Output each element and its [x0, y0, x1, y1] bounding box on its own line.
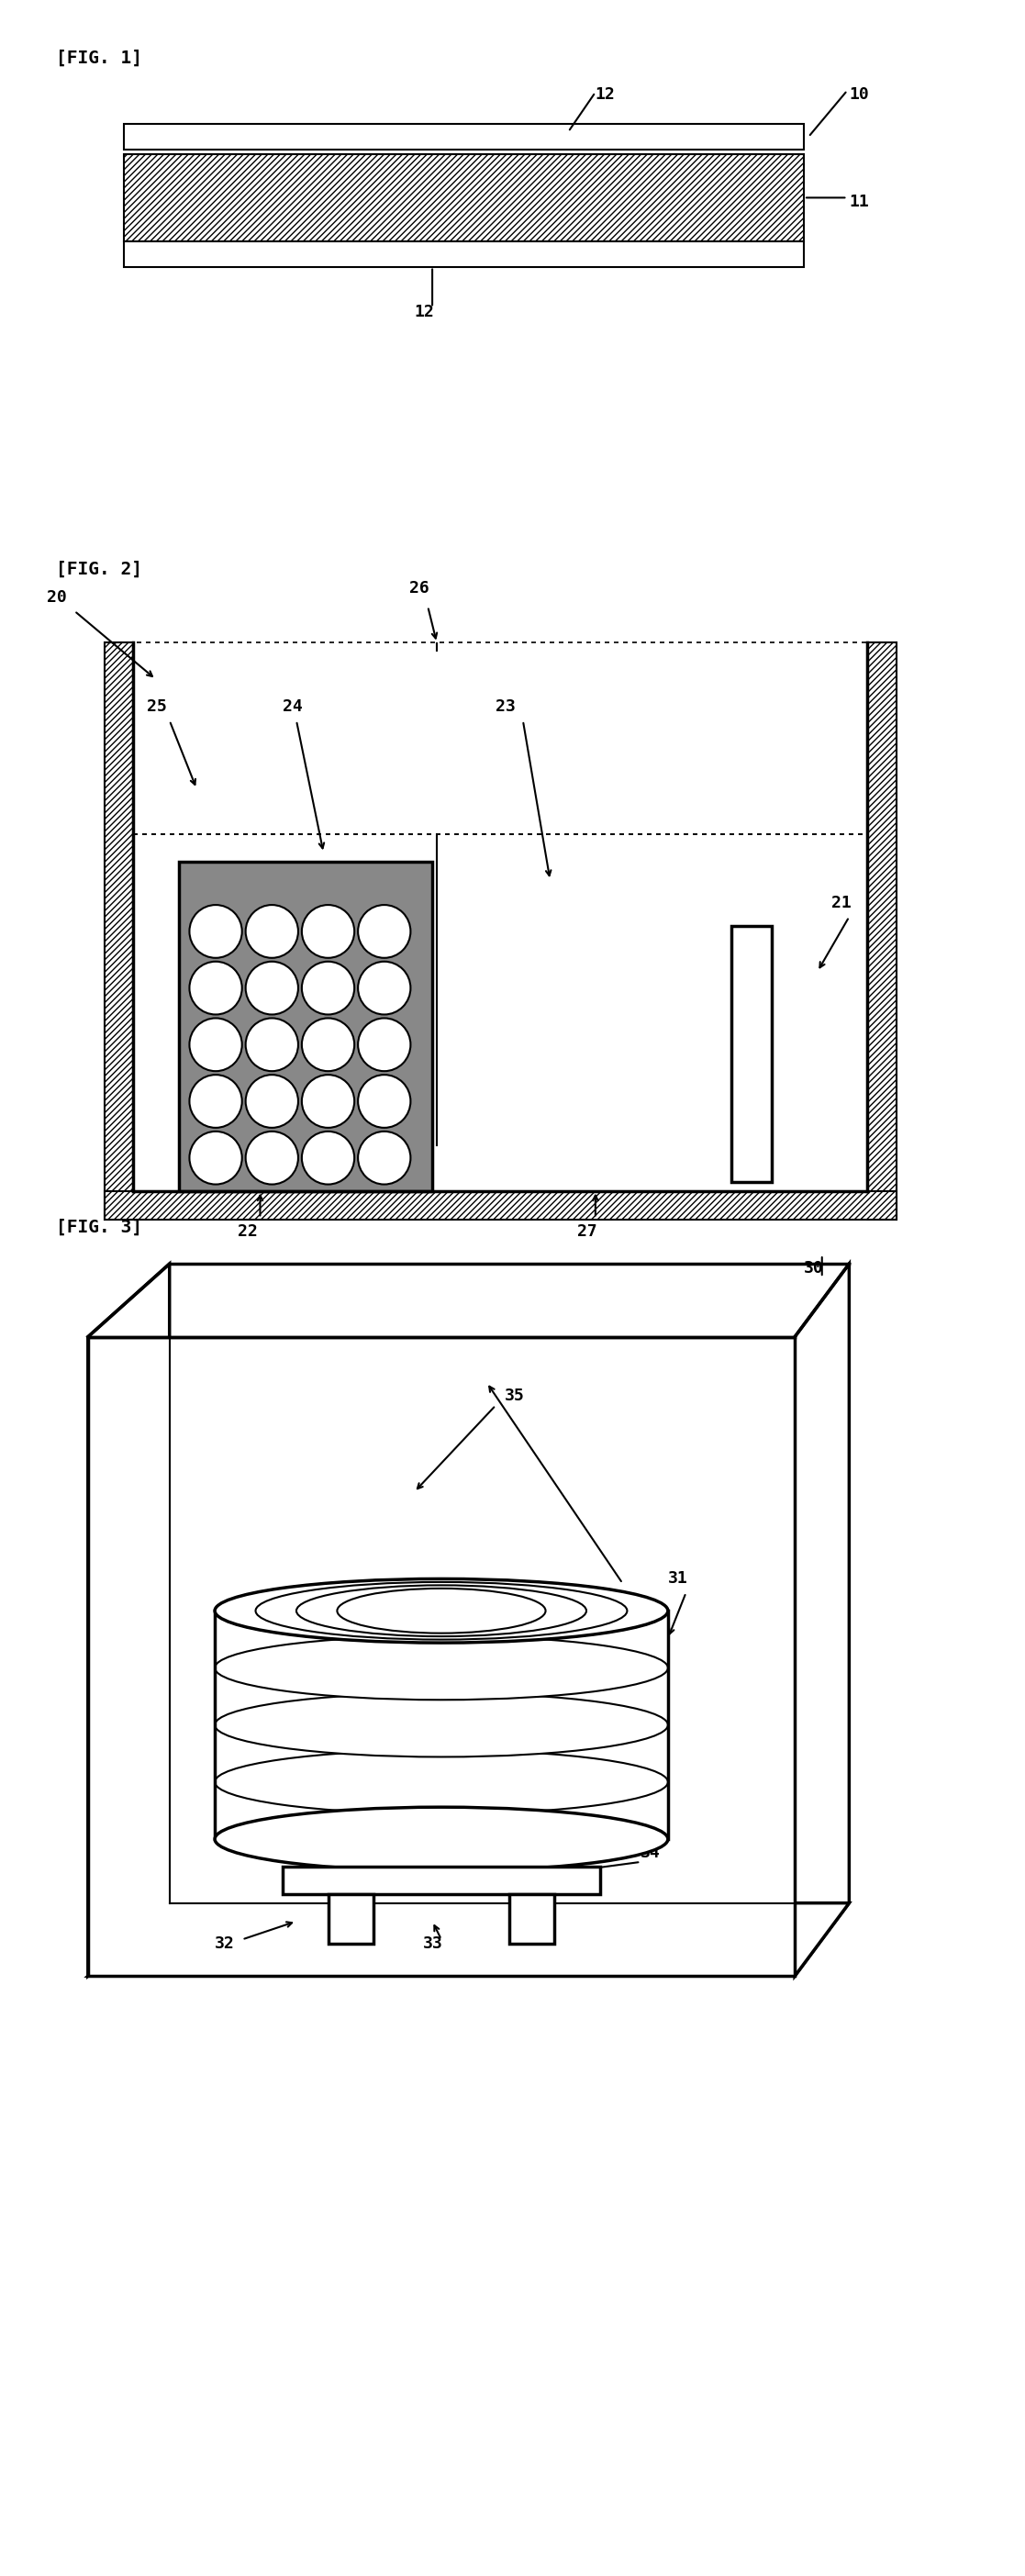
- Ellipse shape: [215, 1636, 668, 1700]
- Bar: [105, 1190, 896, 1221]
- Circle shape: [190, 961, 242, 1015]
- Circle shape: [301, 1074, 355, 1128]
- Ellipse shape: [215, 1808, 668, 1870]
- Circle shape: [358, 1074, 411, 1128]
- Circle shape: [246, 961, 298, 1015]
- Text: 35: 35: [504, 1388, 525, 1404]
- Text: 30: 30: [804, 1260, 824, 1278]
- Circle shape: [301, 1018, 355, 1072]
- Polygon shape: [88, 1337, 794, 1976]
- Circle shape: [190, 1074, 242, 1128]
- Circle shape: [190, 904, 242, 958]
- Circle shape: [190, 1131, 242, 1185]
- Text: 23: 23: [496, 698, 516, 716]
- Bar: [283, 1868, 600, 1893]
- Polygon shape: [88, 1904, 849, 1976]
- Circle shape: [358, 904, 411, 958]
- Ellipse shape: [215, 1692, 668, 1757]
- Text: 21: 21: [831, 894, 851, 912]
- Text: [FIG. 1]: [FIG. 1]: [56, 49, 142, 67]
- Polygon shape: [88, 1265, 169, 1976]
- Text: [FIG. 2]: [FIG. 2]: [56, 562, 142, 577]
- Text: 22: 22: [238, 1224, 257, 1239]
- Text: 24: 24: [283, 698, 302, 716]
- Circle shape: [246, 1018, 298, 1072]
- Bar: [732, 925, 772, 1182]
- Circle shape: [301, 904, 355, 958]
- Bar: [178, 863, 433, 1190]
- Text: 20: 20: [47, 590, 67, 605]
- Circle shape: [358, 961, 411, 1015]
- Text: 12: 12: [414, 304, 435, 319]
- Text: 12: 12: [596, 88, 615, 103]
- Polygon shape: [794, 1265, 849, 1976]
- Text: 25: 25: [147, 698, 167, 716]
- Ellipse shape: [215, 1579, 668, 1643]
- Circle shape: [301, 1131, 355, 1185]
- Text: 32: 32: [215, 1935, 235, 1953]
- Bar: [509, 1893, 555, 1945]
- Text: 27: 27: [577, 1224, 598, 1239]
- Circle shape: [190, 1018, 242, 1072]
- Text: 10: 10: [849, 88, 869, 103]
- Bar: [867, 644, 896, 1221]
- Circle shape: [246, 1074, 298, 1128]
- Circle shape: [301, 961, 355, 1015]
- Bar: [133, 644, 867, 835]
- Text: 31: 31: [668, 1571, 688, 1587]
- Bar: [328, 1893, 373, 1945]
- Circle shape: [358, 1131, 411, 1185]
- Text: 33: 33: [423, 1935, 443, 1953]
- Bar: [124, 155, 804, 242]
- Text: 34: 34: [641, 1844, 661, 1860]
- Circle shape: [246, 1131, 298, 1185]
- Text: 11: 11: [849, 193, 869, 211]
- Ellipse shape: [215, 1808, 668, 1870]
- Circle shape: [246, 904, 298, 958]
- Ellipse shape: [215, 1749, 668, 1814]
- Ellipse shape: [215, 1579, 668, 1643]
- Circle shape: [358, 1018, 411, 1072]
- Text: 26: 26: [410, 580, 429, 595]
- Bar: [124, 124, 804, 149]
- Bar: [124, 242, 804, 268]
- Text: [FIG. 3]: [FIG. 3]: [56, 1218, 142, 1236]
- Bar: [105, 644, 133, 1221]
